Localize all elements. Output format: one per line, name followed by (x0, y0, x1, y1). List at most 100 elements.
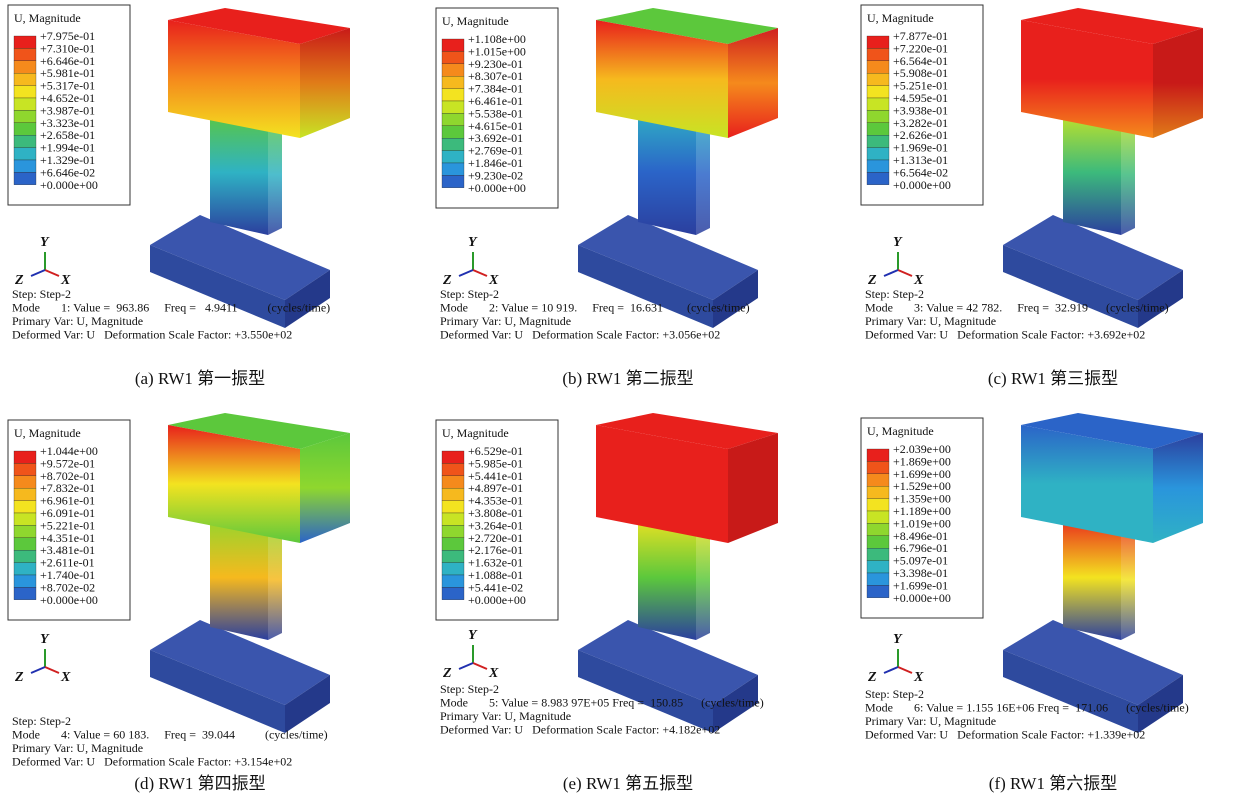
base-front (1003, 245, 1138, 328)
axis-label: X (488, 273, 499, 288)
legend-label: +5.981e-01 (40, 66, 95, 80)
legend-label: +4.595e-01 (893, 91, 948, 105)
legend-label: +0.000e+00 (468, 593, 526, 607)
legend-swatch (13, 147, 37, 161)
info-line: Deformed Var: U Deformation Scale Factor… (865, 328, 1145, 342)
panel: U, Magnitude +2.039e+00+1.869e+00+1.699e+… (860, 413, 1203, 793)
base-top (1003, 620, 1183, 705)
axis-arrow (458, 662, 474, 670)
legend-swatch (441, 63, 465, 77)
legend-label: +6.564e-02 (893, 165, 948, 179)
legend-swatch (13, 122, 37, 136)
legend-swatch (441, 488, 465, 501)
base-side (1138, 675, 1183, 733)
axis-label: Y (893, 235, 903, 250)
column-side (696, 519, 710, 640)
column-side (268, 114, 282, 235)
block-front (1021, 425, 1153, 543)
legend-swatch (13, 135, 37, 148)
legend-swatch (13, 512, 37, 526)
legend-swatch (866, 572, 890, 586)
caption: (a) RW1 第一振型 (135, 369, 265, 388)
legend-swatch (13, 159, 37, 173)
legend-label: +2.769e-01 (468, 144, 523, 158)
info-line: Primary Var: U, Magnitude (865, 314, 996, 328)
block-top (168, 8, 350, 44)
legend-swatch (441, 76, 465, 89)
legend-label: +1.869e+00 (893, 454, 951, 468)
legend-label: +1.015e+00 (468, 44, 526, 58)
axis-arrow (30, 269, 46, 277)
axis-label: Y (468, 235, 478, 250)
legend-swatch (866, 498, 890, 512)
axis-label: Z (14, 273, 24, 288)
caption: (c) RW1 第三振型 (988, 369, 1118, 388)
legend-swatch (13, 500, 37, 514)
legend-swatch (866, 85, 890, 99)
legend-label: +0.000e+00 (468, 181, 526, 195)
legend-swatch (866, 147, 890, 161)
legend-label: +0.000e+00 (893, 178, 951, 192)
legend-title: U, Magnitude (867, 424, 934, 438)
base-front (578, 650, 713, 733)
legend-swatch (13, 550, 37, 563)
axis-arrow (883, 269, 899, 277)
base-front (150, 650, 285, 733)
legend-swatch (441, 450, 465, 464)
legend-swatch (441, 550, 465, 563)
legend-label: +1.994e-01 (40, 141, 95, 155)
panel: U, Magnitude+1.044e+00+9.572e-01+8.702e-… (7, 413, 350, 793)
legend-swatch (13, 73, 37, 86)
legend-swatch (13, 488, 37, 501)
legend-label: +8.702e-01 (40, 469, 95, 483)
column-side (1121, 519, 1135, 640)
block-top (1021, 8, 1203, 44)
legend-swatch (13, 110, 37, 123)
legend-swatch (441, 175, 465, 188)
legend-swatch (13, 48, 37, 61)
legend-label: +3.481e-01 (40, 543, 95, 557)
base-front (1003, 650, 1138, 733)
legend-swatch (866, 448, 890, 462)
legend-label: +5.908e-01 (893, 66, 948, 80)
base-side (1138, 270, 1183, 328)
column-front (210, 515, 268, 640)
info-line: Mode 2: Value = 10 919. Freq = 16.631 (c… (440, 301, 750, 315)
info-line: Step: Step-2 (12, 287, 71, 301)
base-side (285, 270, 330, 328)
legend-label: +9.230e-01 (468, 57, 523, 71)
legend-swatch (13, 475, 37, 489)
legend-swatch (866, 110, 890, 123)
legend-label: +4.652e-01 (40, 91, 95, 105)
info-line: Deformed Var: U Deformation Scale Factor… (440, 328, 720, 342)
legend-label: +1.632e-01 (468, 556, 523, 570)
legend-label: +7.975e-01 (40, 29, 95, 43)
column-front (1063, 515, 1121, 640)
legend-label: +6.529e-01 (468, 444, 523, 458)
legend-label: +5.441e-01 (468, 469, 523, 483)
info-line: Step: Step-2 (440, 682, 499, 696)
legend-label: +3.808e-01 (468, 506, 523, 520)
legend-label: +5.251e-01 (893, 79, 948, 93)
axis-arrow (44, 269, 60, 277)
legend-label: +4.615e-01 (468, 119, 523, 133)
legend-label: +1.044e+00 (40, 444, 98, 458)
legend-label: +7.877e-01 (893, 29, 948, 43)
info-line: Deformed Var: U Deformation Scale Factor… (865, 728, 1145, 742)
legend-label: +3.323e-01 (40, 116, 95, 130)
legend-title: U, Magnitude (867, 11, 934, 25)
panel: U, Magnitude+6.529e-01+5.985e-01+5.441e-… (435, 413, 778, 793)
block-front (168, 20, 300, 138)
block-top (596, 8, 778, 44)
info-line: Step: Step-2 (12, 714, 71, 728)
legend-label: +4.351e-01 (40, 531, 95, 545)
legend-title: U, Magnitude (14, 426, 81, 440)
legend-label: +5.317e-01 (40, 79, 95, 93)
axis-arrow (44, 666, 60, 674)
legend-label: +5.221e-01 (40, 518, 95, 532)
block-front (1021, 20, 1153, 138)
info-line: Primary Var: U, Magnitude (865, 714, 996, 728)
legend-swatch (13, 463, 37, 476)
legend-swatch (441, 113, 465, 126)
legend-label: +1.313e-01 (893, 153, 948, 167)
